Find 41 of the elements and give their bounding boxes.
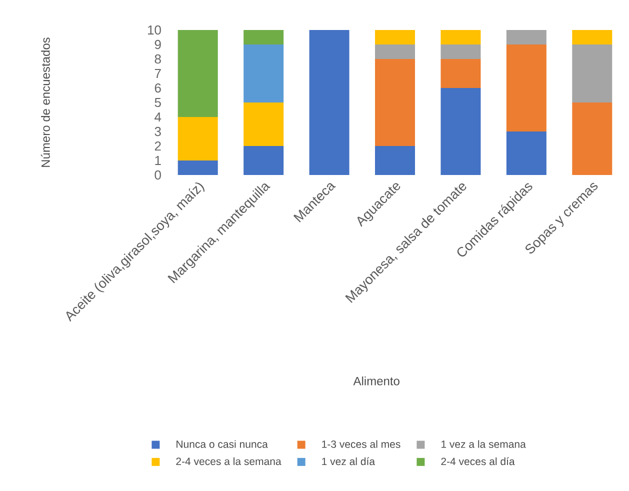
legend-label: 1 vez a la semana [441,440,526,448]
y-tick-label: 2 [154,141,161,151]
bar [572,102,612,176]
y-tick-label: 8 [154,54,161,64]
bar [244,146,284,176]
bar [572,30,612,44]
bar [440,44,481,59]
y-tick-label: 7 [154,69,161,78]
bar [178,30,218,117]
bar [506,132,546,176]
legend-label: Nunca o casi nunca [176,440,268,448]
bar [244,44,284,103]
bar [440,88,481,176]
legend-label: 1-3 veces al mes [322,440,400,448]
bar [375,44,415,59]
bar [244,30,284,44]
legend-label: 1 vez al día [322,457,376,466]
y-tick-label: 9 [154,40,161,50]
bar [440,30,481,44]
bar [572,44,612,103]
bar [375,30,415,44]
y-tick-label: 0 [154,170,161,180]
y-tick-label: 4 [154,112,162,122]
y-tick-label: 5 [154,98,161,108]
bar [309,30,350,176]
x-axis-title: Alimento [353,376,400,386]
bar [506,30,546,44]
bar [178,160,218,176]
bar [178,117,218,160]
legend-label: 2-4 veces al día [441,457,515,466]
y-tick-label: 3 [154,126,161,136]
legend-label: 2-4 veces a la semana [176,457,282,466]
y-tick-label: 1 [155,156,161,165]
bar [375,146,415,176]
bar [244,102,284,146]
bar [440,59,481,88]
bar [375,59,415,146]
y-tick-label: 10 [148,25,161,35]
y-axis-title: Número de encuestados [40,38,50,167]
bar [506,44,546,132]
y-tick-label: 6 [154,83,161,93]
